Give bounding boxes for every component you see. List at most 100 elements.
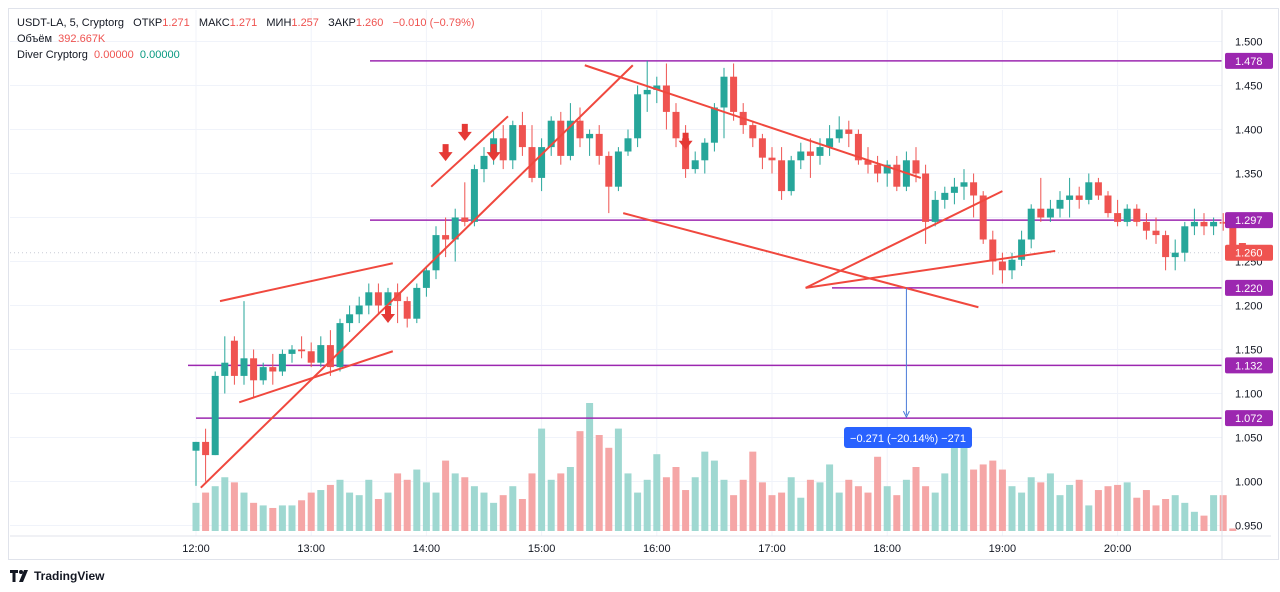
candle-body (269, 367, 277, 372)
level-badge (1225, 52, 1273, 69)
volume-bar (1190, 511, 1198, 531)
candle-body (720, 76, 728, 108)
legend-symbol[interactable]: USDT-LA, 5, Cryptorg (17, 17, 124, 29)
candle-body (432, 235, 440, 271)
legend-indicator-label: Diver Cryptorg (17, 49, 88, 61)
candle-body (586, 133, 594, 139)
volume-bar (336, 479, 344, 531)
candle-body (374, 292, 382, 306)
volume-bar (192, 502, 200, 531)
volume-bar (1046, 473, 1054, 531)
volume-bar (739, 479, 747, 531)
level-badge (1225, 279, 1273, 296)
candle-body (1210, 221, 1218, 227)
volume-bar (854, 486, 862, 531)
candle-body (653, 85, 661, 90)
tradingview-logo-icon (10, 570, 28, 582)
candle-body (355, 305, 363, 315)
level-badge (1225, 212, 1273, 229)
candle-body (451, 217, 459, 240)
candle-body (749, 125, 757, 139)
candle-body (326, 345, 334, 368)
candle-body (480, 155, 488, 170)
tradingview-brand: TradingView (34, 569, 105, 583)
x-tick-label: 12:00 (182, 543, 210, 555)
volume-bar (826, 464, 834, 531)
volume-bar (538, 428, 546, 531)
volume-bar (422, 482, 430, 531)
trendline (430, 115, 509, 188)
candle-body (1152, 230, 1160, 236)
candle-body (1008, 259, 1016, 271)
volume-bar (1056, 495, 1064, 531)
x-tick-label: 17:00 (758, 543, 786, 555)
candle-body (413, 287, 421, 319)
candle-body (384, 292, 392, 306)
level-badge (1225, 410, 1273, 427)
sell-arrow-icon (381, 306, 395, 324)
trendline (238, 350, 394, 404)
volume-bar (509, 486, 517, 531)
candle-body (893, 164, 901, 187)
trendline (805, 249, 1056, 289)
legend-ohlc: USDT-LA, 5, Cryptorg ОТКР1.271 МАКС1.271… (17, 16, 475, 30)
candle-body (1171, 252, 1179, 258)
volume-bar (816, 482, 824, 531)
legend-indicator[interactable]: Diver Cryptorg 0.00000 0.00000 (17, 48, 180, 62)
candle-body (211, 375, 219, 456)
candle-body (998, 261, 1006, 271)
y-tick-label: 1.200 (1235, 301, 1263, 313)
y-tick-label: 0.950 (1235, 521, 1263, 533)
volume-bar (1114, 484, 1122, 531)
volume-bar (326, 484, 334, 531)
volume-bar (1229, 528, 1237, 531)
legend-high-label: МАКС (198, 17, 230, 29)
candle-body (624, 138, 632, 152)
volume-bar (451, 473, 459, 531)
volume-bar (211, 486, 219, 531)
legend-close-label: ЗАКР (328, 17, 356, 29)
volume-bar (230, 482, 238, 531)
sell-arrow-icon (457, 123, 472, 141)
candle-body (1094, 182, 1102, 196)
legend-volume[interactable]: Объём 392.667K (17, 32, 105, 46)
candle-body (192, 441, 200, 451)
volume-bar (576, 431, 584, 531)
volume-bar (950, 441, 958, 531)
volume-bar (960, 447, 968, 531)
volume-bar (970, 469, 978, 531)
level-badge-label: 1.220 (1235, 283, 1263, 295)
legend-change: −0.010 (−0.79%) (392, 17, 475, 29)
candle-body (346, 314, 354, 324)
legend-low-label: МИН (266, 17, 292, 29)
x-tick-label: 19:00 (989, 543, 1017, 555)
volume-bar (1200, 515, 1208, 531)
candle-body (1200, 221, 1208, 227)
candle-body (874, 164, 882, 174)
x-tick-label: 16:00 (643, 543, 671, 555)
volume-bar (845, 479, 853, 531)
last-price-label: 1.260 (1235, 248, 1263, 260)
candle-body (1229, 223, 1237, 251)
volume-bar (595, 435, 603, 531)
legend-indicator-v1: 0.00000 (94, 49, 134, 61)
trendlines (200, 64, 1056, 489)
candle-body (883, 164, 891, 174)
volume-bar (490, 502, 498, 531)
trendline (805, 190, 1003, 289)
volume-bar (806, 479, 814, 531)
volume-bar (384, 492, 392, 531)
candle-body (566, 120, 574, 156)
x-tick-label: 20:00 (1104, 543, 1132, 555)
candle-body (806, 151, 814, 156)
volume-bar (864, 492, 872, 531)
volume-bar (365, 479, 373, 531)
candle-body (672, 111, 680, 139)
chart-frame (8, 8, 1279, 560)
tradingview-logo[interactable]: TradingView (10, 569, 104, 583)
candle-body (989, 239, 997, 262)
volume-bar (374, 499, 382, 531)
volume-bar (614, 428, 622, 531)
legend-volume-value: 392.667K (58, 33, 106, 45)
